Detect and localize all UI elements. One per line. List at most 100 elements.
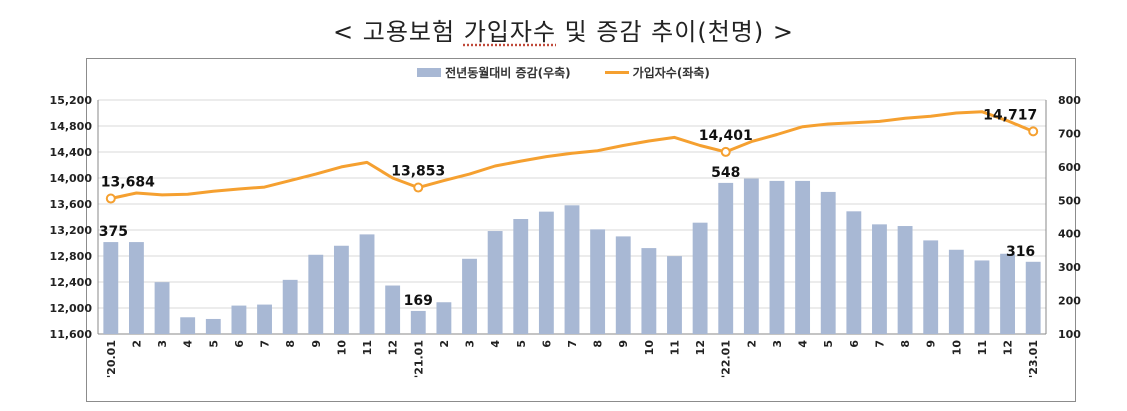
bar — [769, 180, 785, 334]
bar — [590, 229, 606, 334]
bar-data-label: 316 — [1006, 244, 1035, 260]
right-axis-tick-label: 600 — [1058, 161, 1081, 174]
x-axis-tick-label: 2 — [130, 340, 143, 348]
x-axis-tick-label: 5 — [207, 340, 220, 348]
x-axis-tick-label: 2 — [745, 340, 758, 348]
x-axis-tick-label: 12 — [387, 340, 400, 355]
x-axis-tick-label: 3 — [771, 340, 784, 348]
right-axis-tick-label: 700 — [1058, 127, 1081, 140]
bar — [231, 305, 247, 334]
bar-data-label: 375 — [99, 224, 128, 240]
line-marker — [1028, 126, 1039, 137]
x-axis-tick-label: 9 — [617, 340, 630, 348]
bar — [820, 191, 836, 334]
right-axis-tick-label: 400 — [1058, 228, 1081, 241]
left-axis-tick-label: 12,000 — [50, 302, 93, 315]
right-axis-tick-label: 300 — [1058, 261, 1081, 274]
left-axis-tick-label: 12,800 — [50, 250, 93, 263]
x-axis-tick-label: 11 — [668, 340, 681, 355]
x-axis-tick-label: 10 — [950, 340, 963, 356]
bar — [923, 240, 939, 334]
x-axis-tick-label: '23.01 — [1027, 340, 1040, 378]
x-axis-tick-label: 3 — [156, 340, 169, 348]
left-axis-tick-label: 13,200 — [50, 224, 93, 237]
line-data-label: 13,853 — [391, 164, 445, 180]
x-axis-tick-label: 6 — [540, 340, 553, 348]
bar — [385, 285, 401, 334]
left-axis-tick-label: 12,400 — [50, 276, 93, 289]
bar — [129, 242, 144, 334]
legend-bar-swatch — [417, 68, 442, 77]
bar — [257, 304, 272, 334]
right-axis-tick-label: 800 — [1058, 94, 1081, 107]
bar — [180, 317, 196, 334]
x-axis-tick-label: '22.01 — [720, 340, 733, 378]
x-axis-tick-label: 4 — [182, 340, 195, 348]
left-axis-tick-label: 15,200 — [50, 94, 93, 107]
line-data-label: 13,684 — [101, 175, 155, 191]
bar — [743, 178, 759, 334]
right-axis-tick-label: 500 — [1058, 194, 1081, 207]
right-axis-tick-label: 200 — [1058, 295, 1081, 308]
x-axis-tick-label: 12 — [694, 340, 707, 355]
x-axis-tick-label: 12 — [1002, 340, 1015, 355]
bar — [436, 302, 452, 334]
legend-line-label: 가입자수(좌축) — [632, 66, 710, 80]
x-axis-tick-label: 5 — [515, 340, 528, 348]
legend-item-bar: 전년동월대비 증감(우축) — [417, 64, 571, 81]
x-axis-tick-label: 11 — [976, 340, 989, 355]
line-data-label: 14,401 — [699, 128, 753, 144]
bar — [410, 310, 426, 334]
x-axis-tick-label: '21.01 — [412, 340, 425, 378]
bar — [462, 258, 477, 334]
x-axis-tick-label: 11 — [361, 340, 374, 355]
bar — [718, 182, 734, 334]
series-line — [110, 110, 1034, 200]
chart-title: < 고용보험 가입자수 및 증감 추이(천명) > — [0, 12, 1127, 47]
bar — [1025, 261, 1041, 334]
bar — [487, 231, 503, 334]
right-axis-tick-label: 100 — [1058, 328, 1081, 341]
bar — [538, 211, 554, 334]
line-marker — [413, 182, 424, 193]
legend-line-swatch — [604, 71, 629, 74]
bar — [282, 279, 298, 334]
left-axis-tick-label: 14,400 — [50, 146, 93, 159]
x-axis-tick-label: 4 — [489, 340, 502, 348]
bar — [154, 282, 170, 334]
bar — [205, 318, 221, 334]
x-axis-tick-label: 5 — [822, 340, 835, 348]
x-axis-tick-label: 10 — [643, 340, 656, 356]
bar — [897, 226, 913, 334]
x-axis-tick-label: 3 — [464, 340, 477, 348]
x-axis-tick-label: 4 — [797, 340, 810, 348]
x-axis-tick-label: 9 — [310, 340, 323, 348]
chart-frame — [86, 58, 1076, 402]
bar — [641, 248, 657, 334]
bar-data-label: 169 — [404, 293, 433, 309]
bar — [308, 254, 324, 334]
legend-bar-label: 전년동월대비 증감(우축) — [445, 66, 571, 80]
bar — [795, 180, 811, 334]
x-axis-tick-label: 8 — [284, 340, 297, 348]
bar — [948, 249, 964, 334]
bar — [667, 256, 682, 334]
x-axis-tick-label: 6 — [233, 340, 246, 348]
bar — [974, 260, 990, 334]
x-axis-tick-label: 6 — [848, 340, 861, 348]
x-axis-tick-label: 8 — [592, 340, 605, 348]
x-axis-tick-label: 7 — [566, 340, 579, 348]
left-axis-tick-label: 13,600 — [50, 198, 93, 211]
bar — [615, 236, 631, 334]
chart-legend: 전년동월대비 증감(우축) 가입자수(좌축) — [0, 64, 1127, 81]
x-axis-tick-label: '20.01 — [105, 340, 118, 378]
x-axis-tick-label: 10 — [335, 340, 348, 356]
bar — [513, 219, 529, 334]
bar — [333, 245, 349, 334]
bar — [872, 224, 887, 334]
left-axis-tick-label: 11,600 — [50, 328, 93, 341]
left-axis-tick-label: 14,000 — [50, 172, 93, 185]
left-axis-tick-label: 14,800 — [50, 120, 93, 133]
x-axis-tick-label: 2 — [438, 340, 451, 348]
